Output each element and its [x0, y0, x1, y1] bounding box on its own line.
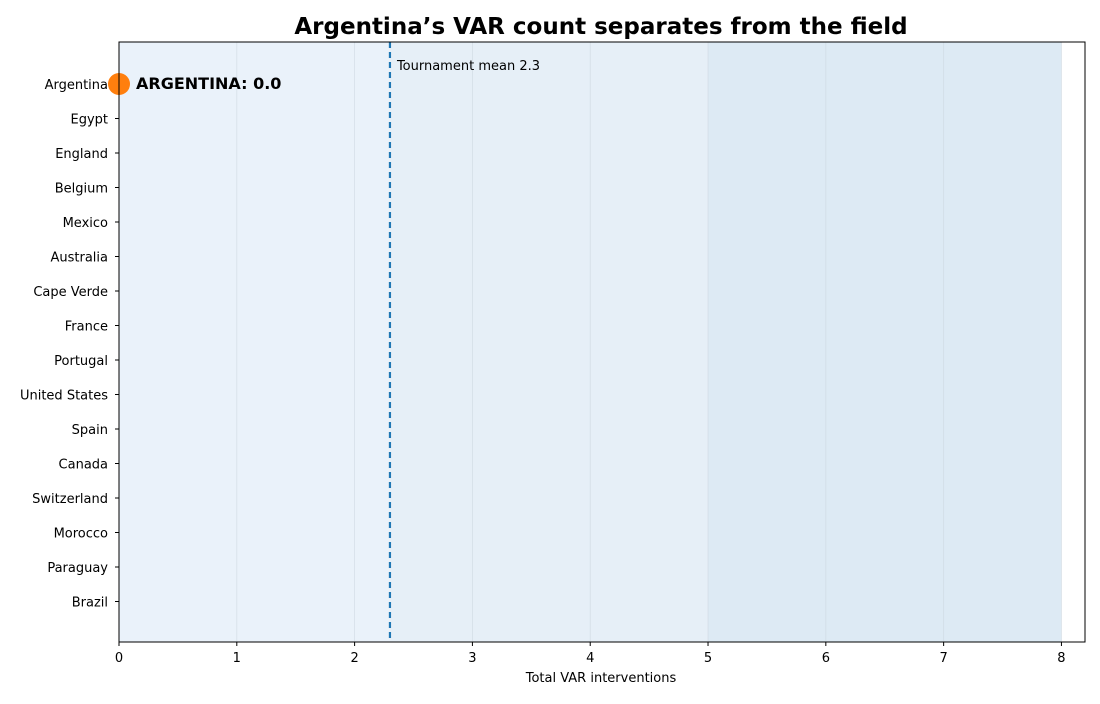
x-axis-ticks: 0 1 2 3 4 5 6 7 8 [115, 642, 1066, 666]
y-tick-label: Cape Verde [33, 285, 108, 300]
y-tick-label: England [55, 147, 108, 162]
y-tick-label: Mexico [63, 216, 108, 231]
y-tick-label: Morocco [54, 527, 108, 542]
y-tick-label: Switzerland [32, 492, 108, 507]
y-tick-label: Spain [72, 423, 108, 438]
y-tick-label: Canada [59, 458, 108, 473]
x-tick-label: 3 [468, 651, 476, 666]
background-bands [119, 42, 1062, 642]
x-tick-label: 4 [586, 651, 594, 666]
point-label-argentina: ARGENTINA: 0.0 [136, 74, 281, 93]
x-tick-label: 2 [350, 651, 358, 666]
y-tick-label: Egypt [70, 113, 108, 128]
y-tick-label: Belgium [55, 182, 108, 197]
band-1 [389, 42, 709, 642]
x-tick-label: 0 [115, 651, 123, 666]
y-tick-label: Brazil [72, 596, 108, 611]
x-tick-label: 1 [233, 651, 241, 666]
band-0 [119, 42, 390, 642]
y-tick-label: Australia [50, 251, 108, 266]
y-tick-label: France [65, 320, 108, 335]
x-axis-label: Total VAR interventions [525, 671, 677, 686]
chart-title: Argentina’s VAR count separates from the… [294, 14, 907, 40]
mean-line-group: Tournament mean 2.3 [388, 42, 540, 642]
x-tick-label: 7 [939, 651, 947, 666]
y-tick-label: Argentina [45, 78, 108, 93]
x-tick-label: 5 [704, 651, 712, 666]
y-tick-label: Paraguay [47, 561, 108, 576]
tournament-mean-label: Tournament mean 2.3 [396, 59, 540, 74]
x-tick-label: 8 [1057, 651, 1065, 666]
y-axis-ticks: Argentina Egypt England Belgium Mexico Austra… [20, 78, 119, 611]
band-2 [708, 42, 1062, 642]
plot-frame [118, 41, 1086, 643]
x-tick-label: 6 [822, 651, 830, 666]
y-tick-label: Portugal [54, 354, 108, 369]
y-tick-label: United States [20, 389, 108, 404]
